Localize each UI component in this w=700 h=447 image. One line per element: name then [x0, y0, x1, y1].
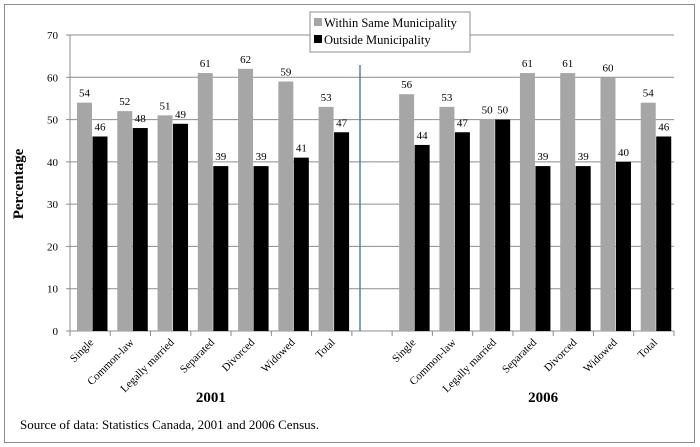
legend-label: Within Same Municipality [324, 16, 458, 30]
data-label: 39 [215, 151, 227, 163]
y-tick-label: 60 [47, 72, 59, 84]
data-label: 61 [522, 58, 533, 70]
bar [560, 73, 576, 332]
bar [92, 136, 108, 331]
data-label: 39 [537, 151, 549, 163]
bar [278, 81, 294, 331]
bar [479, 119, 495, 331]
data-label: 47 [336, 117, 348, 129]
legend-label: Outside Municipality [324, 33, 431, 47]
data-label: 56 [401, 79, 413, 91]
bar [535, 166, 551, 331]
bar [656, 136, 672, 331]
category-label: Total [313, 337, 337, 361]
bar [293, 157, 309, 331]
bar [318, 106, 334, 331]
data-label: 60 [602, 62, 614, 74]
y-tick-label: 30 [47, 199, 59, 211]
y-axis-label: Percentage [11, 148, 27, 219]
data-label: 40 [618, 147, 630, 159]
data-label: 52 [119, 96, 130, 108]
category-label: Separated [500, 336, 540, 376]
bar [253, 166, 269, 331]
data-label: 54 [79, 88, 91, 100]
bar [414, 144, 430, 331]
bar [519, 73, 535, 332]
y-tick-label: 70 [47, 30, 59, 42]
bar [600, 77, 616, 332]
data-label: 59 [280, 67, 292, 79]
bar [439, 106, 455, 331]
data-label: 53 [441, 92, 453, 104]
data-label: 47 [457, 117, 469, 129]
data-label: 39 [256, 151, 268, 163]
source-note: Source of data: Statistics Canada, 2001 … [20, 417, 319, 432]
legend [309, 11, 471, 53]
group-label: 2001 [196, 390, 226, 406]
data-label: 46 [95, 121, 107, 133]
bar [334, 132, 350, 331]
data-label: 61 [562, 58, 573, 70]
category-label: Single [68, 337, 96, 365]
bar [454, 132, 470, 331]
category-label: Widowed [259, 336, 298, 375]
bar [495, 119, 511, 331]
data-label: 61 [200, 58, 211, 70]
bar [399, 94, 415, 331]
data-label: 54 [643, 88, 655, 100]
data-label: 48 [135, 113, 147, 125]
category-label: Total [636, 337, 660, 361]
bar [132, 128, 148, 331]
category-label: Divorced [220, 336, 258, 374]
data-label: 53 [321, 92, 333, 104]
data-label: 46 [658, 121, 670, 133]
bar [575, 166, 591, 331]
data-label: 51 [160, 100, 171, 112]
category-label: Separated [178, 336, 218, 376]
data-label: 62 [240, 54, 251, 66]
bar [157, 115, 173, 331]
category-label: Single [390, 337, 418, 365]
y-tick-label: 20 [47, 241, 59, 253]
data-label: 39 [578, 151, 590, 163]
data-label: 50 [497, 105, 509, 117]
bar [640, 102, 656, 332]
y-tick-label: 0 [53, 326, 59, 338]
data-label: 44 [417, 130, 429, 142]
legend-swatch [314, 35, 322, 43]
y-tick-label: 10 [47, 284, 59, 296]
data-label: 41 [296, 143, 307, 155]
category-label: Widowed [581, 336, 620, 375]
data-label: 49 [175, 109, 187, 121]
bar [238, 68, 254, 331]
bar [213, 166, 229, 331]
bar [197, 73, 213, 332]
group-label: 2006 [528, 390, 559, 406]
y-tick-label: 50 [47, 115, 59, 127]
category-label: Divorced [542, 336, 580, 374]
bar [173, 123, 189, 331]
bar [615, 161, 631, 331]
y-tick-label: 40 [47, 157, 59, 169]
legend-swatch [314, 18, 322, 26]
data-label: 50 [482, 105, 494, 117]
bar [117, 111, 133, 331]
bar [77, 102, 92, 332]
